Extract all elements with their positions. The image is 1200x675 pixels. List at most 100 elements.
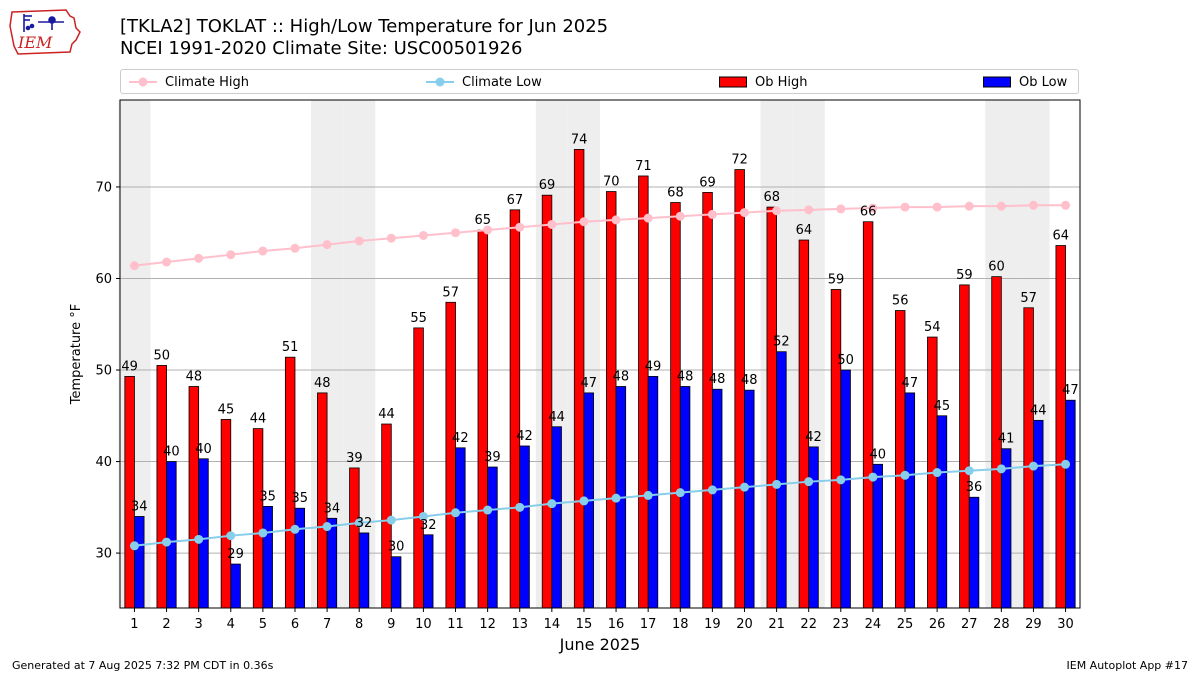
ob-high-label: 64: [1052, 229, 1069, 244]
climate-low-point: [483, 505, 493, 515]
climate-high-point: [579, 217, 589, 227]
ob-low-label: 35: [292, 491, 309, 506]
x-tick-label: 28: [993, 617, 1010, 632]
ob-low-bar: [808, 446, 819, 609]
ob-high-bar: [445, 301, 456, 609]
ob-high-label: 49: [121, 359, 138, 374]
ob-high-label: 59: [828, 272, 845, 287]
ob-high-label: 48: [314, 376, 331, 391]
ob-low-bar: [1065, 399, 1076, 609]
ob-high-label: 66: [860, 205, 877, 220]
climate-low-point: [739, 482, 749, 492]
ob-high-bar: [830, 289, 842, 609]
ob-low-bar: [776, 351, 787, 609]
x-tick-label: 23: [833, 617, 850, 632]
ob-low-label: 42: [452, 431, 469, 446]
x-tick-label: 2: [162, 617, 170, 632]
ob-low-bar: [744, 389, 755, 609]
ob-low-label: 40: [195, 442, 212, 457]
ob-high-bar: [606, 191, 617, 609]
ob-low-label: 32: [356, 516, 373, 531]
climate-high-point: [354, 236, 364, 246]
ob-high-label: 70: [603, 175, 620, 190]
ob-high-bar: [1023, 307, 1034, 609]
climate-high-line-icon: [129, 77, 157, 87]
ob-high-bar: [670, 202, 681, 609]
climate-low-point: [996, 464, 1006, 474]
ob-low-label: 47: [1062, 383, 1079, 398]
ob-low-label: 48: [613, 369, 630, 384]
climate-high-point: [386, 233, 396, 243]
ob-high-bar: [702, 192, 713, 609]
climate-low-point: [836, 475, 846, 485]
climate-low-point: [579, 496, 589, 506]
ob-low-swatch-icon: [983, 76, 1011, 88]
legend-ob-low: Ob Low: [983, 73, 1067, 91]
ob-low-label: 34: [131, 499, 148, 514]
ob-high-bar: [862, 221, 874, 609]
legend-label: Ob High: [755, 74, 808, 90]
ob-low-label: 49: [645, 359, 662, 374]
ob-low-label: 50: [837, 353, 854, 368]
ob-high-bar: [477, 229, 489, 609]
ob-high-label: 57: [442, 285, 459, 300]
ob-low-label: 41: [998, 432, 1015, 447]
ob-high-bar: [156, 365, 167, 609]
climate-high-point: [483, 225, 493, 235]
climate-low-point: [194, 534, 204, 544]
ob-high-label: 72: [731, 153, 748, 168]
ob-high-label: 69: [699, 175, 716, 190]
x-tick-label: 25: [897, 617, 914, 632]
climate-high-point: [675, 211, 685, 221]
climate-high-point: [418, 230, 428, 240]
x-tick-label: 8: [355, 617, 363, 632]
x-tick-label: 1: [130, 617, 138, 632]
climate-low-point: [964, 466, 974, 476]
legend-climate-high: Climate High: [129, 73, 249, 91]
ob-high-label: 45: [218, 402, 235, 417]
climate-high-point: [258, 246, 268, 256]
climate-high-point: [932, 202, 942, 212]
ob-high-bar: [541, 194, 553, 609]
ob-low-bar: [968, 496, 980, 609]
title-line-2: NCEI 1991-2020 Climate Site: USC00501926: [120, 38, 523, 59]
ob-low-bar: [198, 458, 209, 609]
climate-low-line: [134, 463, 1066, 547]
climate-high-point: [772, 206, 782, 216]
x-tick-label: 9: [387, 617, 395, 632]
ob-high-bar: [798, 239, 810, 609]
ob-high-label: 55: [410, 311, 427, 326]
ob-high-bar: [894, 310, 906, 609]
climate-low-point: [226, 531, 236, 541]
ob-high-label: 65: [475, 213, 492, 228]
climate-low-point: [290, 524, 300, 534]
ob-high-bar: [734, 169, 745, 609]
ob-high-swatch-icon: [719, 76, 747, 88]
iem-logo: IEM: [8, 6, 82, 58]
ob-high-bar: [959, 284, 970, 609]
ob-high-bar: [220, 419, 232, 609]
climate-low-point: [258, 528, 268, 538]
climate-low-point: [322, 522, 332, 532]
climate-high-point: [290, 243, 300, 253]
climate-low-point: [547, 499, 557, 509]
ob-high-label: 44: [250, 412, 267, 427]
y-tick-label: 30: [95, 547, 112, 562]
climate-high-point: [836, 204, 846, 214]
ob-high-bar: [509, 209, 521, 609]
ob-low-label: 45: [934, 399, 951, 414]
ob-low-label: 48: [709, 372, 726, 387]
ob-high-bar: [1055, 245, 1066, 609]
ob-high-label: 44: [378, 407, 395, 422]
ob-low-bar: [519, 445, 530, 609]
x-tick-label: 26: [929, 617, 946, 632]
climate-low-point: [868, 472, 878, 482]
ob-low-bar: [358, 532, 370, 609]
climate-low-point: [129, 541, 139, 551]
ob-low-bar: [551, 426, 562, 609]
ob-low-bar: [134, 516, 145, 609]
ob-low-bar: [936, 415, 948, 609]
ob-low-label: 34: [324, 501, 341, 516]
legend-label: Climate Low: [462, 74, 542, 90]
x-tick-label: 10: [415, 617, 432, 632]
